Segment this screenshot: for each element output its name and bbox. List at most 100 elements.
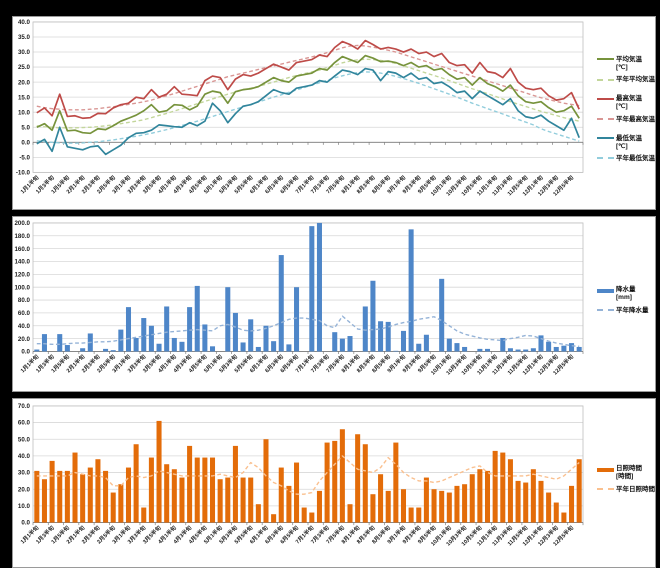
bar [561,345,567,352]
svg-text:35.0: 35.0 [18,34,31,41]
bar [57,334,63,352]
bar [202,457,208,523]
legend-item: 最高気温 [℃] [597,95,655,111]
series-line [36,54,580,135]
bar [454,343,460,352]
bar [125,467,132,523]
svg-text:100.0: 100.0 [15,284,31,291]
bar [347,504,353,523]
svg-text:10.0: 10.0 [18,109,31,116]
bar [133,444,139,523]
bar [446,492,452,523]
series-line [36,71,580,144]
bar [393,442,399,523]
legend-item: 平年平均気温 [597,76,655,84]
bar [416,507,422,523]
bar [271,514,277,523]
svg-text:50.0: 50.0 [18,436,31,443]
sunshine-plot: 0.0 10.0 20.0 30.0 40.0 50.0 60.0 70.0 1月1半旬 1月3半… [13,399,597,567]
bar [103,348,109,352]
sunshine-chart-svg: 0.0 10.0 20.0 30.0 40.0 50.0 60.0 70.0 1月1半旬1月3半… [18,403,584,548]
bar [255,346,261,352]
bar [41,334,47,352]
gridlines [33,21,583,173]
bar [530,348,536,352]
bar [553,346,559,352]
svg-text:20.0: 20.0 [18,336,31,343]
bar [194,285,200,352]
bar [232,312,238,352]
bar [408,229,414,352]
legend-label: 平均気温 [℃] [616,55,642,72]
precipitation-legend: 降水量 [mm] 平年降水量 [597,217,655,391]
legend-unit: [℃] [616,64,628,72]
svg-text:40.0: 40.0 [18,19,31,26]
legend-swatch-dash [597,157,614,160]
x-tick-labels: 1月1半旬1月3半旬1月5半旬2月1半旬2月3半旬2月5半旬3月1半旬3月3半旬… [19,523,576,547]
bars-sunshine [34,420,582,523]
bar [179,477,185,523]
series-line [36,44,580,111]
svg-text:40.0: 40.0 [18,453,31,460]
bar [248,477,254,523]
bar [423,477,429,523]
sunshine-legend: 日照時間 [時間] 平年日照時間 [597,399,657,567]
bar [34,470,40,523]
svg-text:180.0: 180.0 [15,233,31,240]
legend-swatch-bar [597,288,614,294]
bar [263,439,269,523]
precipitation-plot: 0.0 20.0 40.0 60.0 80.0 100.0 120.0 140.0 160.0 1… [13,217,597,391]
bar [294,462,300,523]
temperature-chart-svg: -10.0 -5.0 0.0 5.0 10.0 15.0 20.0 25.0 30.0 35.0 4… [16,19,584,197]
series-line [36,58,580,129]
bar [385,321,391,352]
bar [148,457,154,523]
bar [484,348,491,352]
bar [569,485,575,523]
legend-swatch-dash [597,118,614,121]
bar [576,346,582,352]
bar [385,490,391,523]
y-tick-labels: 0.0 10.0 20.0 30.0 40.0 50.0 60.0 70.0 [18,403,31,527]
legend-label: 日照時間 [時間] [616,465,642,481]
bar [225,477,231,523]
svg-text:160.0: 160.0 [15,246,31,253]
bar [240,342,246,352]
svg-text:60.0: 60.0 [18,420,31,427]
series-line [36,39,580,120]
bar [431,489,437,523]
legend-swatch-dash [597,78,614,81]
bar [355,434,361,523]
bar [171,469,177,523]
bar [95,459,101,523]
bar [187,307,193,352]
bar [324,442,330,523]
bar [561,512,567,523]
bar [202,324,208,352]
bar [523,349,529,352]
bar [255,504,261,523]
bar [439,278,445,352]
bar [103,470,109,523]
svg-text:40.0: 40.0 [18,323,31,330]
precipitation-chart-panel: 0.0 20.0 40.0 60.0 80.0 100.0 120.0 140.0 160.0 1… [12,216,656,392]
bar [538,480,544,523]
bar [462,484,468,523]
legend-swatch-line [597,58,614,61]
bar [156,420,162,523]
temperature-chart-panel: -10.0 -5.0 0.0 5.0 10.0 15.0 20.0 25.0 30.0 35.0 4… [12,16,656,210]
svg-text:15.0: 15.0 [18,94,31,101]
bar [416,343,422,352]
bar [286,344,292,352]
bar [362,306,368,352]
sunshine-chart-panel: 0.0 10.0 20.0 30.0 40.0 50.0 60.0 70.0 1月1半旬 1月3半… [12,398,656,568]
bar [271,341,277,352]
temperature-legend: 平均気温 [℃] 平年平均気温 最高気温 [℃] 平年最高気温 最低気温 [℃] 平年最低気温 [597,17,657,209]
bar [248,319,254,352]
bar [64,345,70,352]
category-axis [32,522,584,526]
svg-text:70.0: 70.0 [18,403,31,410]
bar [538,335,544,352]
gridlines [33,222,583,352]
